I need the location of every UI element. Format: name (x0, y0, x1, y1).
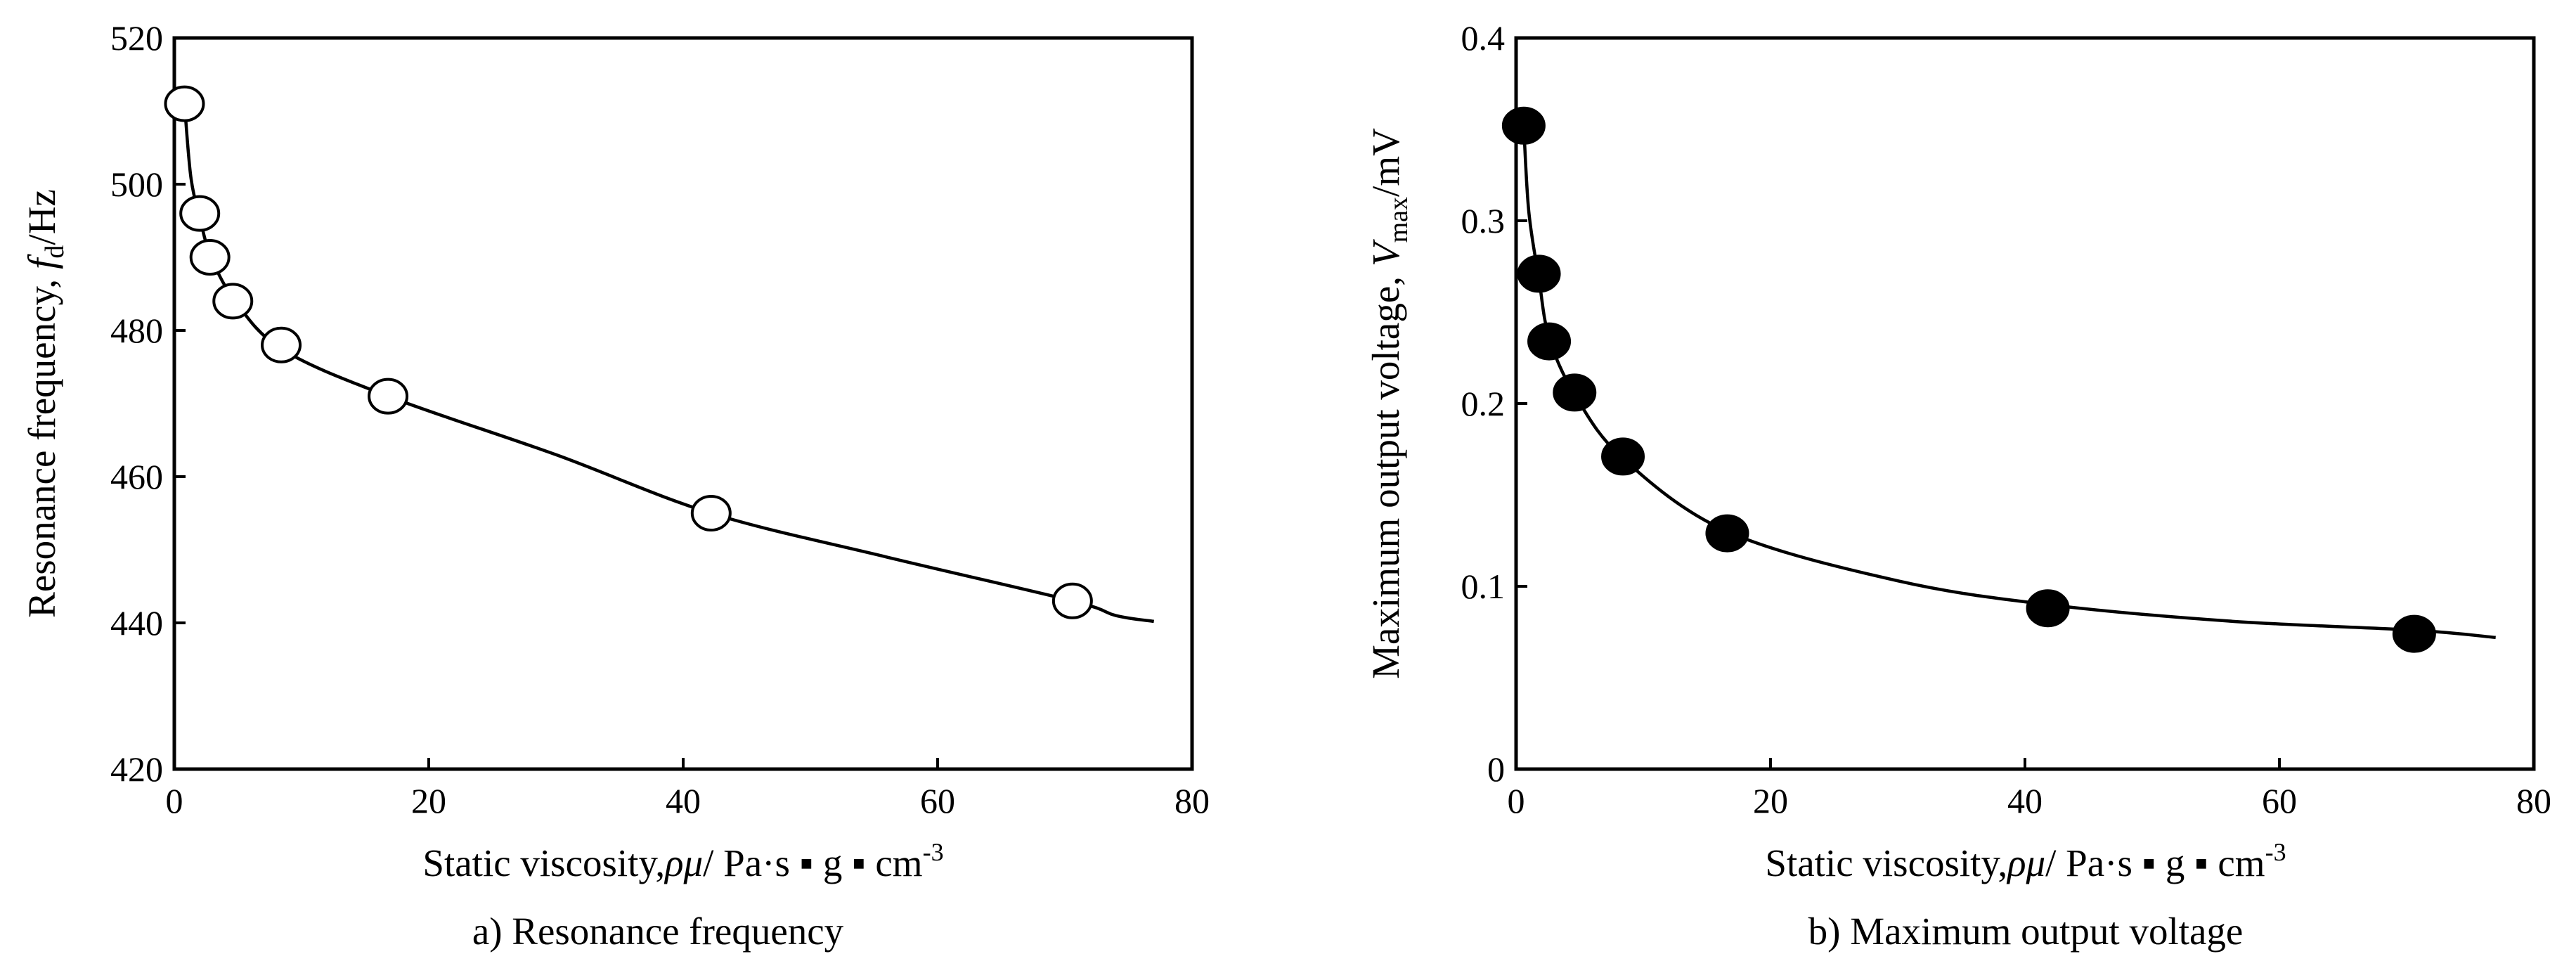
x-tick-label: 40 (2007, 781, 2043, 820)
x-axis-label-a: Static viscosity,ρμ/ Pa·s ▪ g ▪ cm-3 (422, 838, 943, 884)
x-tick-label: 0 (1508, 781, 1525, 820)
x-tick-label: 80 (1174, 781, 1210, 820)
data-point (164, 85, 205, 122)
caption-b: b) Maximum output voltage (1808, 910, 2244, 953)
data-point (1051, 582, 1093, 619)
y-tick-label: 520 (110, 18, 163, 58)
y-tick-label: 440 (110, 603, 163, 643)
y-tick-label: 0 (1487, 749, 1505, 789)
y-tick-label: 0.2 (1461, 384, 1506, 423)
y-tick-label: 460 (110, 457, 163, 496)
y-tick-label: 0.3 (1461, 201, 1506, 240)
caption-a: a) Resonance frequency (472, 910, 844, 953)
data-point (2392, 614, 2436, 653)
data-point (1501, 106, 1546, 145)
data-points-a (164, 85, 1093, 619)
x-tick-label: 20 (1753, 781, 1788, 820)
data-point (261, 326, 302, 363)
panel-a: 0 20 40 60 80 420 440 460 480 500 520 Static visco… (20, 18, 1210, 953)
fit-curve-a (183, 103, 1155, 624)
y-tick-label: 500 (110, 165, 163, 204)
x-tick-label: 40 (666, 781, 701, 820)
x-tick-label: 20 (411, 781, 446, 820)
data-point (1705, 514, 1749, 553)
y-tick-label: 0.4 (1461, 18, 1506, 58)
data-point (1553, 373, 1597, 412)
data-point (179, 195, 221, 232)
tick-labels-a: 0 20 40 60 80 420 440 460 480 500 520 (110, 18, 1210, 820)
y-tick-label: 480 (110, 311, 163, 350)
data-point (212, 283, 254, 320)
y-axis-label-b: Maximum output voltage,Vmax/mV (1364, 128, 1413, 679)
data-point (2026, 589, 2070, 628)
data-point (368, 378, 409, 415)
data-point (189, 239, 231, 276)
x-tick-label: 60 (920, 781, 955, 820)
y-tick-label: 420 (110, 749, 163, 789)
data-points-b (1501, 106, 2436, 653)
y-tick-label: 0.1 (1461, 567, 1506, 606)
plot-frame-a (172, 36, 1194, 771)
x-axis-label-b: Static viscosity,ρμ/ Pa·s ▪ g ▪ cm-3 (1765, 838, 2286, 884)
axis-ticks-a (173, 37, 1193, 771)
data-point (1527, 322, 1572, 361)
data-point (690, 495, 732, 531)
plot-frame-b (1514, 36, 2536, 771)
x-tick-label: 80 (2516, 781, 2551, 820)
fit-curve-b (1522, 125, 2496, 640)
axis-ticks-b (1515, 37, 2535, 771)
panel-b: 0 20 40 60 80 0 0.1 0.2 0.3 0.4 Static viscosity,… (1364, 18, 2551, 953)
x-tick-label: 60 (2262, 781, 2297, 820)
tick-labels-b: 0 20 40 60 80 0 0.1 0.2 0.3 0.4 (1461, 18, 2552, 820)
data-point (1601, 437, 1645, 476)
data-point (1517, 254, 1561, 293)
y-axis-label-a: Resonance frequency,fd/Hz (20, 189, 70, 618)
x-tick-label: 0 (166, 781, 183, 820)
